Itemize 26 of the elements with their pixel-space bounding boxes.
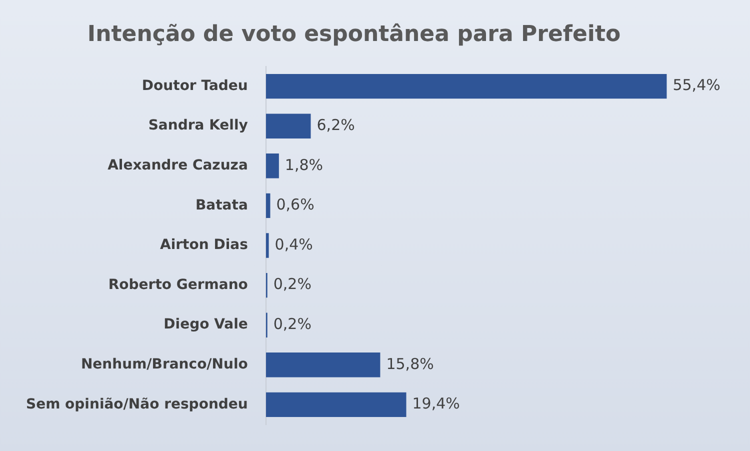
bar: [266, 114, 311, 138]
data-label: 1,8%: [284, 156, 324, 174]
y-tick-label: Diego Vale: [164, 316, 248, 333]
bar: [266, 352, 380, 378]
bar: [266, 392, 406, 418]
y-tick-label: Nenhum/Branco/Nulo: [80, 356, 248, 373]
y-tick-label: Airton Dias: [160, 237, 248, 254]
data-label: 6,2%: [316, 116, 355, 134]
data-label: 19,4%: [412, 394, 460, 413]
y-tick-label: Alexandre Cazuza: [108, 158, 248, 174]
data-label: 15,8%: [386, 354, 434, 373]
data-label: 0,2%: [273, 275, 312, 294]
data-label: 55,4%: [672, 76, 720, 94]
y-tick-label: Roberto Germano: [108, 276, 248, 293]
bar: [266, 74, 667, 99]
y-tick-label: Sem opinião/Não respondeu: [26, 396, 248, 412]
y-tick-label: Sandra Kelly: [148, 118, 248, 134]
bar: [266, 233, 269, 258]
y-tick-label: Batata: [195, 197, 248, 214]
y-tick-label: Doutor Tadeu: [142, 78, 248, 94]
data-label: 0,2%: [273, 314, 312, 333]
data-label: 0,4%: [274, 235, 313, 254]
bar: [266, 193, 270, 218]
data-label: 0,6%: [276, 196, 314, 214]
chart-title: Intenção de voto espontânea para Prefeito: [87, 22, 621, 47]
bar: [266, 154, 279, 178]
